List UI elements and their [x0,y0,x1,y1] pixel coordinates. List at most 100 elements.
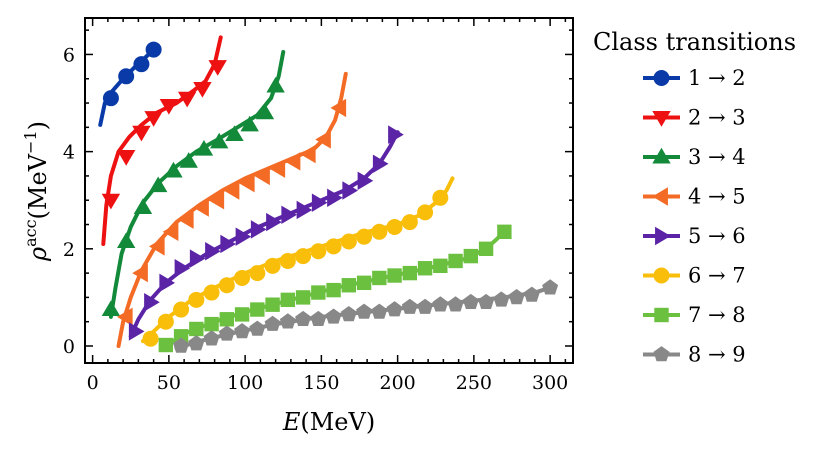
data-point-7-20 [448,253,463,269]
data-point-4-13 [299,144,316,164]
data-point-3-4 [149,176,168,193]
data-point-8-13 [356,303,373,319]
data-point-8-7 [264,315,281,331]
data-point-1-4 [145,41,162,58]
data-point-8-4 [218,325,235,341]
series-1 [98,41,162,127]
data-point-5-3 [159,273,176,293]
data-point-5-5 [189,249,206,268]
data-point-2-8 [208,60,227,76]
legend-label: 2 → 3 [688,106,746,130]
series-8 [173,279,559,353]
y-axis-label-unit: (MeV [24,153,52,219]
legend-label: 8 → 9 [688,343,746,367]
data-point-6-18 [401,214,418,231]
data-point-4-6 [193,198,209,217]
data-point-5-4 [174,259,191,278]
series-line-4 [116,71,348,348]
data-point-8-12 [340,306,357,322]
data-point-7-16 [387,268,402,283]
data-point-6-7 [234,269,251,286]
data-point-8-25 [542,279,559,295]
x-tick-label: 0 [87,372,99,394]
data-point-4-1 [116,307,133,327]
data-point-8-20 [462,293,479,310]
data-point-6-3 [173,301,190,318]
data-point-8-24 [523,286,540,302]
data-point-3-2 [116,232,136,248]
x-axis-label-unit: (MeV) [300,408,375,436]
data-point-4-5 [177,210,194,229]
data-point-8-14 [371,303,388,319]
data-point-8-18 [432,296,449,312]
data-point-5-1 [128,322,145,341]
legend-marker [652,111,671,127]
series-7 [158,224,512,353]
data-point-5-10 [266,212,282,232]
data-point-6-10 [279,252,296,269]
legend-marker [652,147,671,164]
data-point-8-21 [478,293,495,310]
data-point-6-13 [325,238,342,255]
data-point-7-17 [402,265,418,281]
data-point-2-6 [177,91,197,108]
legend-item-2: 2 → 3 [643,106,746,130]
legend-item-6: 6 → 7 [643,264,746,288]
series-2 [101,35,227,246]
data-point-8-16 [401,298,418,314]
data-point-7-1 [158,337,174,353]
data-point-8-6 [249,320,266,336]
legend-label: 1 → 2 [688,66,746,90]
data-point-7-5 [219,312,235,327]
data-point-2-5 [159,99,179,115]
data-point-8-19 [447,296,464,312]
data-point-5-11 [281,205,298,224]
y-axis-label: ρacc(MeV−1) [21,121,52,262]
x-tick-label: 200 [379,372,415,394]
data-point-8-11 [325,308,342,324]
y-axis-label-close: ) [24,121,52,130]
data-point-3-5 [164,161,183,178]
data-point-6-11 [295,248,312,265]
x-tick-label: 50 [157,372,181,394]
data-point-8-1 [173,337,190,353]
data-point-6-19 [417,204,434,221]
data-point-1-1 [102,90,119,107]
y-axis-label-var: ρ [24,247,52,262]
data-point-8-22 [493,291,510,307]
legend-marker [655,226,671,246]
data-point-5-12 [296,200,313,220]
data-point-5-2 [144,293,160,312]
data-point-2-4 [144,111,163,127]
legend-label: 3 → 4 [688,145,746,169]
legend-marker [653,346,670,362]
data-point-7-11 [311,285,326,300]
legend-marker [653,267,670,284]
data-point-6-14 [340,233,357,250]
data-point-7-23 [497,224,512,240]
data-point-6-4 [188,291,205,308]
data-point-2-1 [101,193,121,210]
data-point-5-7 [220,234,237,254]
x-tick-label: 300 [532,372,568,394]
y-axis-label-sup: acc [21,219,40,247]
data-point-6-5 [203,284,220,301]
x-axis-label: E(MeV) [282,408,375,436]
data-point-8-23 [508,289,525,305]
data-point-8-2 [188,335,205,351]
data-point-4-3 [149,237,165,256]
data-point-2-7 [193,82,212,98]
data-point-7-22 [478,241,494,257]
data-point-7-9 [280,292,296,308]
data-point-7-14 [356,275,372,291]
data-point-8-9 [295,310,312,327]
series-layer [98,35,559,353]
data-point-6-8 [249,265,266,282]
data-point-2-2 [116,150,136,166]
data-point-7-4 [204,316,219,332]
data-point-1-3 [133,56,150,73]
data-point-7-6 [234,307,250,322]
series-5 [128,125,404,341]
data-point-3-1 [101,300,121,316]
